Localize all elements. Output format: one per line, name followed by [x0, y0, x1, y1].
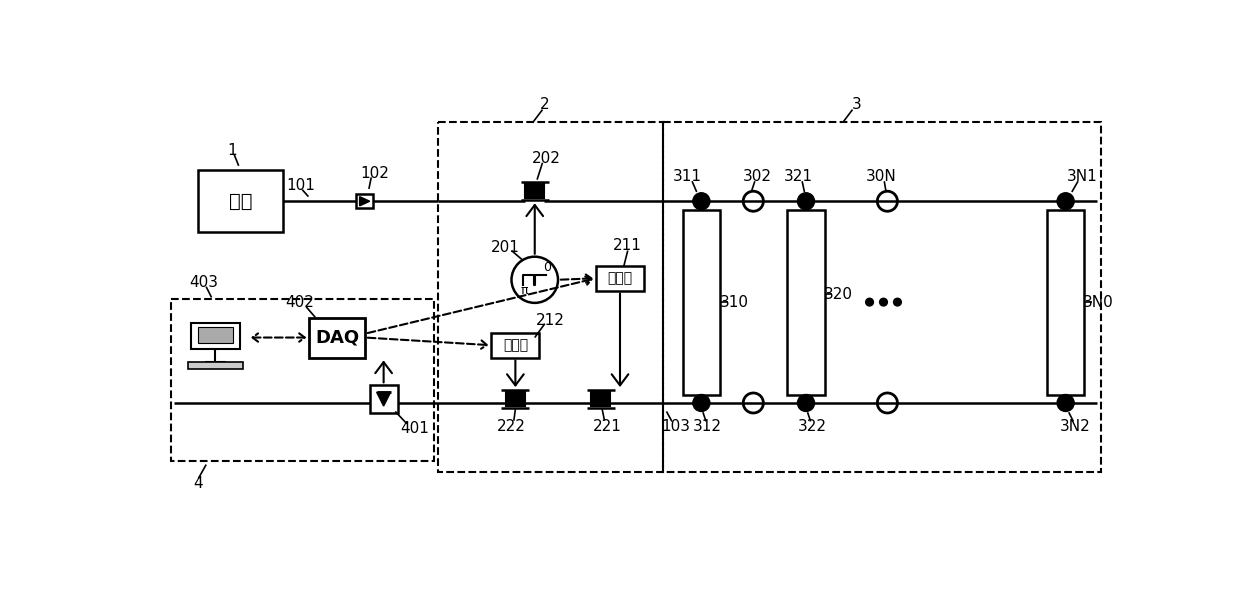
Text: DAQ: DAQ [315, 328, 360, 347]
Bar [370, 385, 398, 413]
Text: 2: 2 [539, 98, 549, 113]
Circle shape [693, 193, 709, 210]
Bar [197, 327, 233, 343]
Polygon shape [377, 392, 391, 406]
Text: 401: 401 [401, 421, 429, 436]
Bar [1047, 210, 1084, 395]
Circle shape [797, 193, 815, 210]
Text: 221: 221 [593, 419, 621, 434]
Text: 延时器: 延时器 [502, 338, 528, 352]
Text: 101: 101 [286, 179, 315, 193]
Text: 211: 211 [614, 238, 642, 253]
Bar [662, 122, 1101, 472]
Text: π: π [521, 284, 528, 297]
Text: 202: 202 [532, 150, 560, 165]
Bar [591, 392, 610, 406]
Circle shape [894, 298, 901, 306]
Text: 103: 103 [661, 419, 691, 434]
Bar [787, 210, 825, 395]
Bar [187, 362, 243, 369]
Circle shape [797, 395, 815, 412]
Bar [356, 194, 373, 208]
Bar [526, 184, 544, 198]
Text: 3N1: 3N1 [1068, 169, 1099, 184]
Text: 3: 3 [852, 98, 862, 113]
Circle shape [1056, 193, 1074, 210]
Bar [506, 392, 525, 406]
Circle shape [1056, 395, 1074, 412]
Text: 403: 403 [190, 274, 218, 289]
Circle shape [879, 298, 888, 306]
Bar [197, 171, 283, 232]
Circle shape [693, 395, 709, 412]
Text: 102: 102 [360, 166, 389, 181]
Text: 4: 4 [192, 476, 202, 491]
Text: 延时器: 延时器 [608, 271, 632, 285]
Text: 222: 222 [497, 419, 526, 434]
Text: 1: 1 [228, 143, 237, 158]
Text: 201: 201 [491, 240, 520, 255]
Bar [309, 317, 365, 358]
Text: 312: 312 [693, 419, 722, 434]
Bar [438, 122, 662, 472]
Bar [191, 322, 241, 349]
Bar [683, 210, 720, 395]
Text: 212: 212 [536, 313, 564, 328]
Text: 321: 321 [784, 169, 812, 184]
Circle shape [866, 298, 873, 306]
Text: 光源: 光源 [228, 192, 252, 211]
Text: 310: 310 [719, 295, 749, 310]
Text: 3N0: 3N0 [1083, 295, 1114, 310]
Text: 320: 320 [825, 287, 853, 302]
Text: 322: 322 [797, 419, 827, 434]
Bar [596, 266, 644, 291]
Bar [491, 333, 539, 358]
Polygon shape [360, 196, 370, 206]
Text: 3N2: 3N2 [1059, 419, 1090, 434]
Text: 30N: 30N [866, 169, 897, 184]
Text: 311: 311 [673, 169, 702, 184]
Text: 302: 302 [743, 169, 771, 184]
Bar [171, 299, 434, 461]
Text: 0: 0 [543, 261, 552, 274]
Text: 402: 402 [285, 295, 315, 310]
